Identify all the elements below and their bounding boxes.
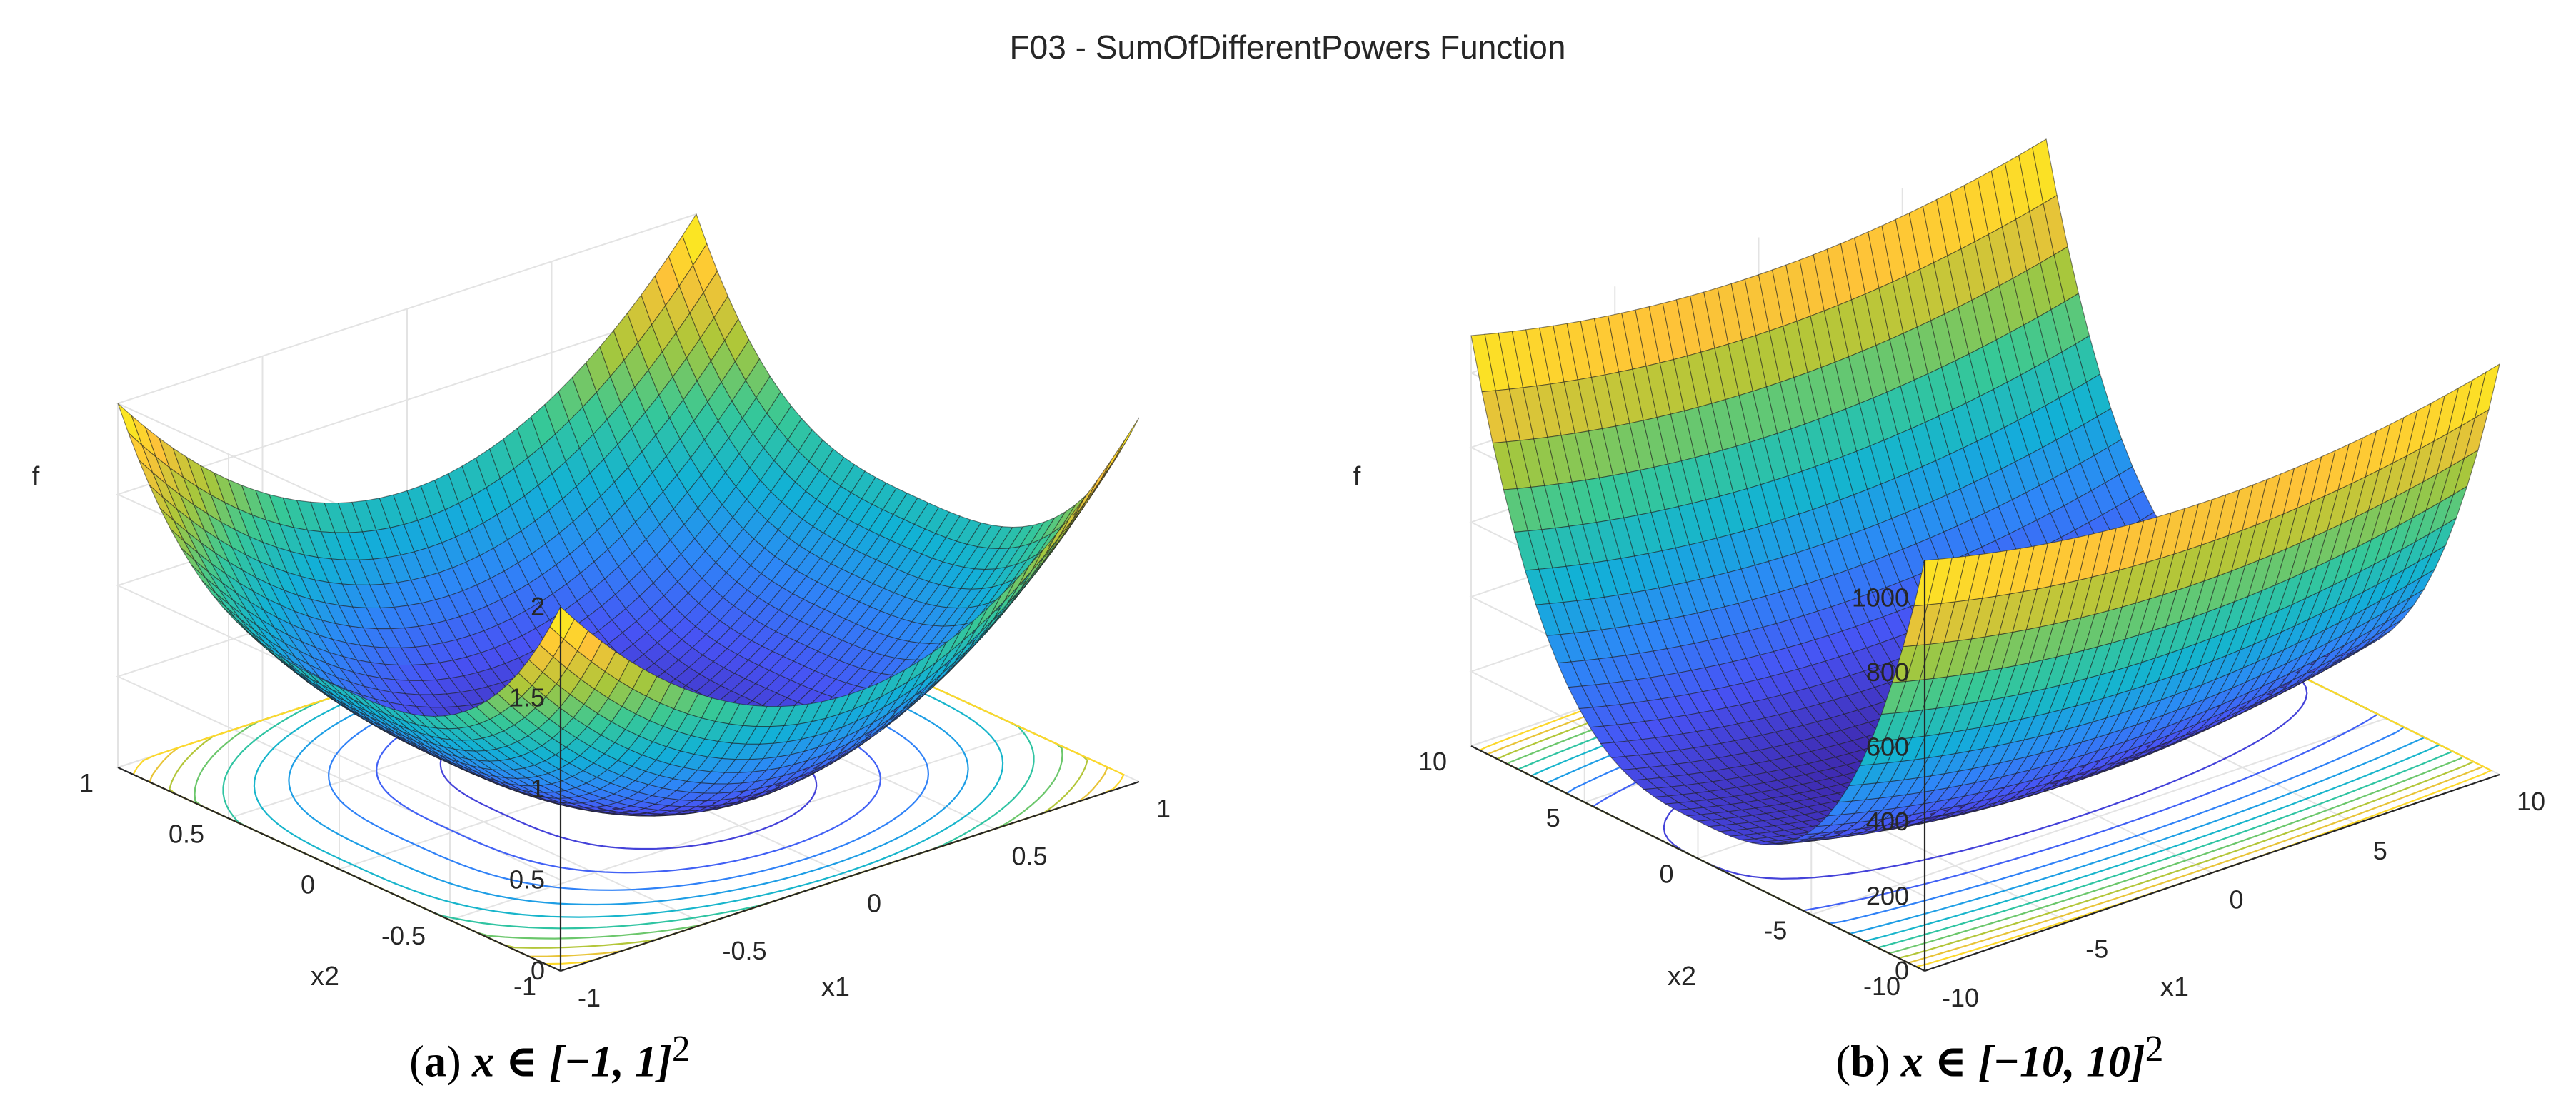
figure-title: F03 - SumOfDifferentPowers Function (1010, 29, 1566, 66)
z-tick-label: 1 (531, 774, 545, 803)
z-tick-label: 0.5 (509, 865, 545, 895)
caption-b: (b) x ∈ [−10, 10]2 (1835, 1029, 2164, 1087)
z-tick-label: 200 (1866, 882, 1909, 911)
x-tick-label: 0.5 (1012, 841, 1048, 870)
caption-a: (a) x ∈ [−1, 1]2 (409, 1029, 691, 1087)
y-tick-label: 5 (1546, 803, 1560, 832)
y-tick-label: 0 (1659, 860, 1673, 889)
y-tick-label: -1 (513, 972, 536, 1001)
axis-lines (1470, 560, 2500, 972)
z-axis-label: f (32, 462, 40, 492)
surface-plot-b: 0 200 400 600 800 1000 -10 -5 0 5 10 -10 -5 0 5 10 f x1 x2 (1353, 138, 2545, 1012)
x-tick-label: -0.5 (723, 936, 767, 965)
caption-a-math: x ∈ [−1, 1] (472, 1037, 672, 1087)
x-tick-label: -5 (2085, 934, 2108, 963)
z-tick-label: 1.5 (509, 683, 545, 712)
z-tick-label: 0 (531, 956, 545, 985)
x-tick-label: -1 (578, 983, 601, 1012)
z-tick-label: 0 (1895, 956, 1909, 985)
y-tick-label: 10 (1418, 747, 1447, 776)
surface-mesh (117, 213, 1140, 817)
surface-plot-a: 0 0.5 1 1.5 2 -1 -0.5 0 0.5 1 -1 -0.5 0 0.5 1 f x1 x2 (32, 213, 1171, 1012)
surface-mesh (1470, 138, 2500, 845)
x-tick-label: 0 (867, 889, 881, 918)
y-tick-label: -10 (1863, 972, 1900, 1001)
z-tick-label: 2 (531, 592, 545, 621)
x-axis-label: x1 (2160, 972, 2189, 1002)
x-tick-label: -10 (1942, 983, 1979, 1012)
y-tick-label: -5 (1764, 915, 1787, 945)
caption-a-sup: 2 (671, 1029, 691, 1069)
x-tick-label: 0 (2230, 885, 2244, 915)
caption-a-label: a (424, 1037, 446, 1087)
z-tick-label: 600 (1866, 732, 1909, 761)
y-tick-label: 0.5 (169, 819, 204, 848)
z-tick-label: 1000 (1852, 583, 1909, 612)
y-axis-label: x2 (1668, 962, 1696, 992)
y-tick-label: -0.5 (381, 921, 426, 950)
axis-lines (117, 607, 1140, 972)
caption-b-sup: 2 (2145, 1029, 2164, 1069)
z-axis-label: f (1353, 462, 1361, 492)
y-axis-label: x2 (311, 962, 339, 992)
z-tick-label: 800 (1866, 658, 1909, 687)
caption-b-math: x ∈ [−10, 10] (1900, 1037, 2145, 1087)
x-tick-label: 1 (1156, 794, 1171, 823)
y-tick-label: 0 (301, 870, 315, 900)
y-tick-label: 1 (79, 768, 94, 797)
z-tick-label: 400 (1866, 807, 1909, 836)
x-axis-label: x1 (821, 972, 850, 1002)
x-tick-label: 5 (2373, 836, 2387, 865)
caption-b-label: b (1850, 1037, 1875, 1087)
x-tick-label: 10 (2517, 787, 2545, 816)
